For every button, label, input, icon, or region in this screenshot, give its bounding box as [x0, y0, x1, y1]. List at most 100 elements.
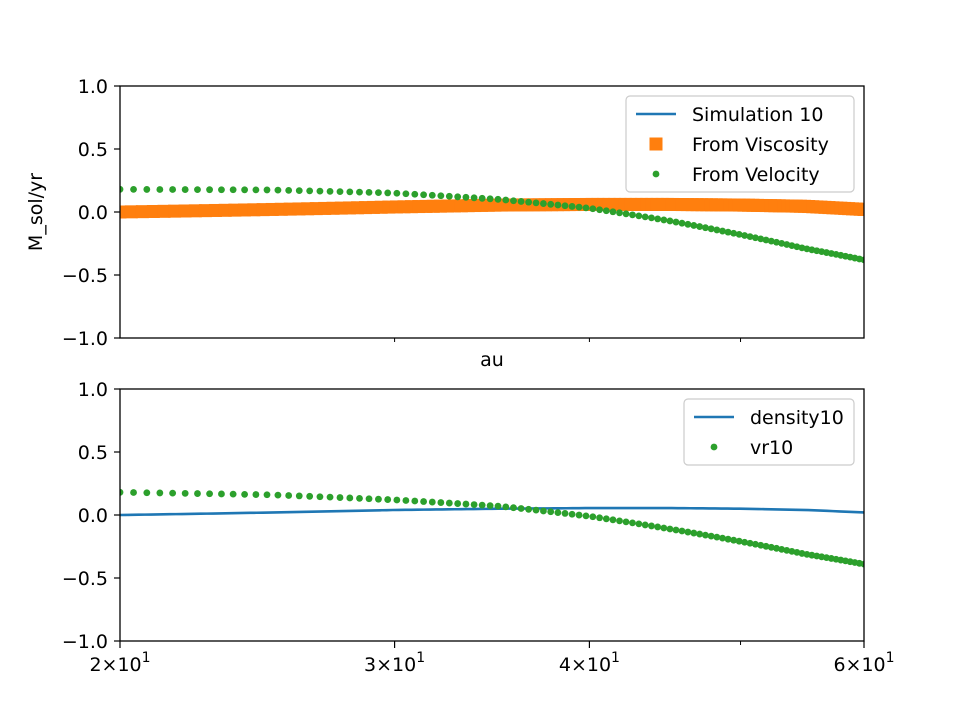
data-point	[428, 191, 436, 199]
legend-marker-handle	[649, 137, 663, 151]
y-tick-label: 0.0	[78, 202, 108, 224]
data-point	[596, 514, 603, 522]
data-point	[316, 187, 324, 195]
data-point	[229, 490, 237, 498]
data-point	[857, 202, 864, 216]
x-tick-mantissa: 4	[559, 654, 571, 676]
data-point	[730, 229, 738, 237]
data-point	[462, 193, 470, 201]
data-point	[684, 220, 692, 228]
data-point	[547, 508, 555, 516]
data-point	[502, 196, 510, 204]
legend-label: Simulation 10	[692, 104, 823, 126]
data-point	[561, 202, 569, 210]
data-point	[696, 530, 704, 538]
data-point	[445, 192, 453, 200]
data-point	[517, 198, 525, 205]
data-point	[241, 186, 249, 194]
data-point	[494, 195, 502, 203]
data-point	[143, 489, 151, 497]
legend-marker-handle	[710, 443, 718, 451]
data-point	[602, 515, 610, 523]
data-point	[672, 218, 680, 226]
data-point	[306, 187, 314, 195]
data-point	[589, 513, 597, 521]
data-point	[130, 489, 137, 496]
data-point	[181, 186, 189, 193]
data-point	[762, 236, 770, 244]
plots: −1.0 −0.5 0.0 0.5 1.0 au M_sol/yr Simulation 10…	[25, 76, 895, 676]
data-point	[762, 542, 770, 550]
x-tick-times: ×	[571, 654, 587, 676]
data-point	[860, 560, 864, 568]
data-point	[454, 500, 462, 507]
data-point	[666, 217, 674, 225]
data-point	[285, 186, 293, 194]
data-point	[690, 529, 698, 537]
x-tick-label: 3×101	[364, 650, 425, 676]
data-point	[622, 518, 630, 526]
data-point	[336, 188, 344, 196]
data-point	[532, 199, 540, 207]
data-point	[229, 186, 237, 194]
data-point	[346, 188, 354, 196]
data-point	[130, 185, 137, 193]
data-point	[589, 205, 597, 213]
data-point	[188, 204, 202, 218]
x-tick-times: ×	[102, 654, 118, 676]
data-point	[306, 492, 314, 500]
series-group	[120, 488, 864, 568]
x-tick-exponent: 1	[611, 650, 620, 666]
data-point	[702, 531, 709, 539]
y-tick-label: −0.5	[62, 568, 108, 590]
data-point	[666, 525, 674, 533]
data-point	[629, 211, 636, 219]
data-point	[773, 238, 780, 246]
x-tick-mantissa: 2	[89, 654, 101, 676]
x-tick-times: ×	[846, 654, 862, 676]
panel-1: −1.0 −0.5 0.0 0.5 1.0 au M_sol/yr Simulation 10…	[25, 76, 865, 371]
data-point	[660, 216, 668, 224]
x-tick-label: 2×101	[89, 650, 150, 676]
data-point	[336, 494, 344, 501]
data-point	[741, 232, 749, 239]
data-point	[365, 189, 373, 196]
data-point	[707, 225, 715, 233]
legend-label: From Viscosity	[692, 134, 829, 156]
data-point	[788, 547, 796, 555]
legend-label: density10	[750, 407, 844, 429]
data-point	[274, 186, 282, 194]
data-point	[181, 489, 189, 497]
x-tick-base: 10	[861, 654, 885, 676]
data-point	[778, 239, 786, 247]
x-tick-label: 4×101	[559, 650, 620, 676]
data-point	[502, 503, 510, 511]
data-point	[169, 489, 177, 497]
data-point	[375, 189, 382, 197]
data-point	[135, 205, 149, 219]
data-point	[143, 186, 151, 193]
data-point	[157, 204, 171, 218]
data-point	[773, 544, 780, 552]
data-point	[609, 516, 617, 524]
data-point	[767, 237, 775, 245]
data-point	[252, 491, 260, 498]
legend: Simulation 10 From Viscosity From Velocity	[625, 95, 855, 193]
data-point	[554, 509, 562, 516]
data-point	[470, 194, 478, 202]
data-point	[208, 203, 222, 217]
data-point	[719, 227, 726, 235]
data-point	[384, 496, 392, 503]
x-tick-times: ×	[376, 654, 392, 676]
series-line-1	[120, 506, 864, 517]
x-tick-mantissa: 6	[833, 654, 845, 676]
data-point	[635, 520, 643, 528]
x-tick-exponent: 1	[416, 650, 425, 666]
y-tick-label: 0.5	[78, 442, 108, 464]
data-point	[420, 191, 428, 199]
data-point	[713, 533, 721, 541]
data-point	[783, 241, 791, 248]
legend-label: vr10	[750, 437, 793, 459]
data-point	[517, 505, 525, 512]
data-point	[437, 192, 445, 200]
